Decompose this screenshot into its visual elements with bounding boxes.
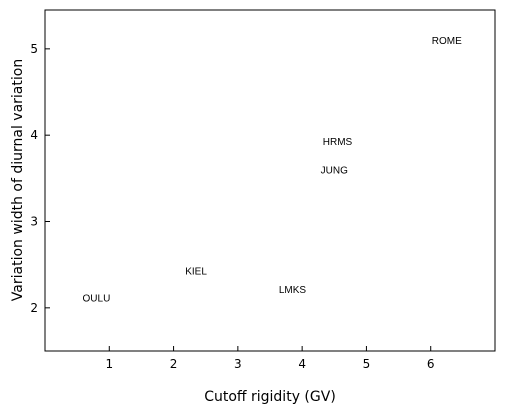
- y-tick-label: 5: [30, 42, 38, 56]
- x-tick-label: 4: [298, 357, 306, 371]
- point-label: HRMS: [323, 137, 353, 148]
- point-label: JUNG: [321, 166, 348, 177]
- point-label: OULU: [83, 293, 111, 304]
- point-label: KIEL: [185, 267, 207, 278]
- y-axis-title: Variation width of diurnal variation: [10, 59, 26, 301]
- x-axis: 1 2 3 4 5 6: [105, 346, 435, 371]
- y-tick-label: 3: [30, 215, 38, 229]
- x-tick-label: 3: [234, 357, 242, 371]
- x-tick-label: 2: [170, 357, 178, 371]
- x-tick-label: 1: [105, 357, 113, 371]
- y-tick-label: 2: [30, 301, 38, 315]
- plot-frame: [44, 9, 496, 352]
- x-tick-label: 6: [427, 357, 435, 371]
- data-points: OULU KIEL LMKS JUNG HRMS ROME: [83, 36, 463, 304]
- x-axis-title: Cutoff rigidity (GV): [204, 389, 336, 405]
- x-tick-label: 5: [363, 357, 371, 371]
- point-label: LMKS: [279, 285, 307, 296]
- y-axis: 2 3 4 5: [30, 42, 50, 315]
- y-tick-label: 4: [30, 128, 38, 142]
- point-label: ROME: [432, 36, 462, 47]
